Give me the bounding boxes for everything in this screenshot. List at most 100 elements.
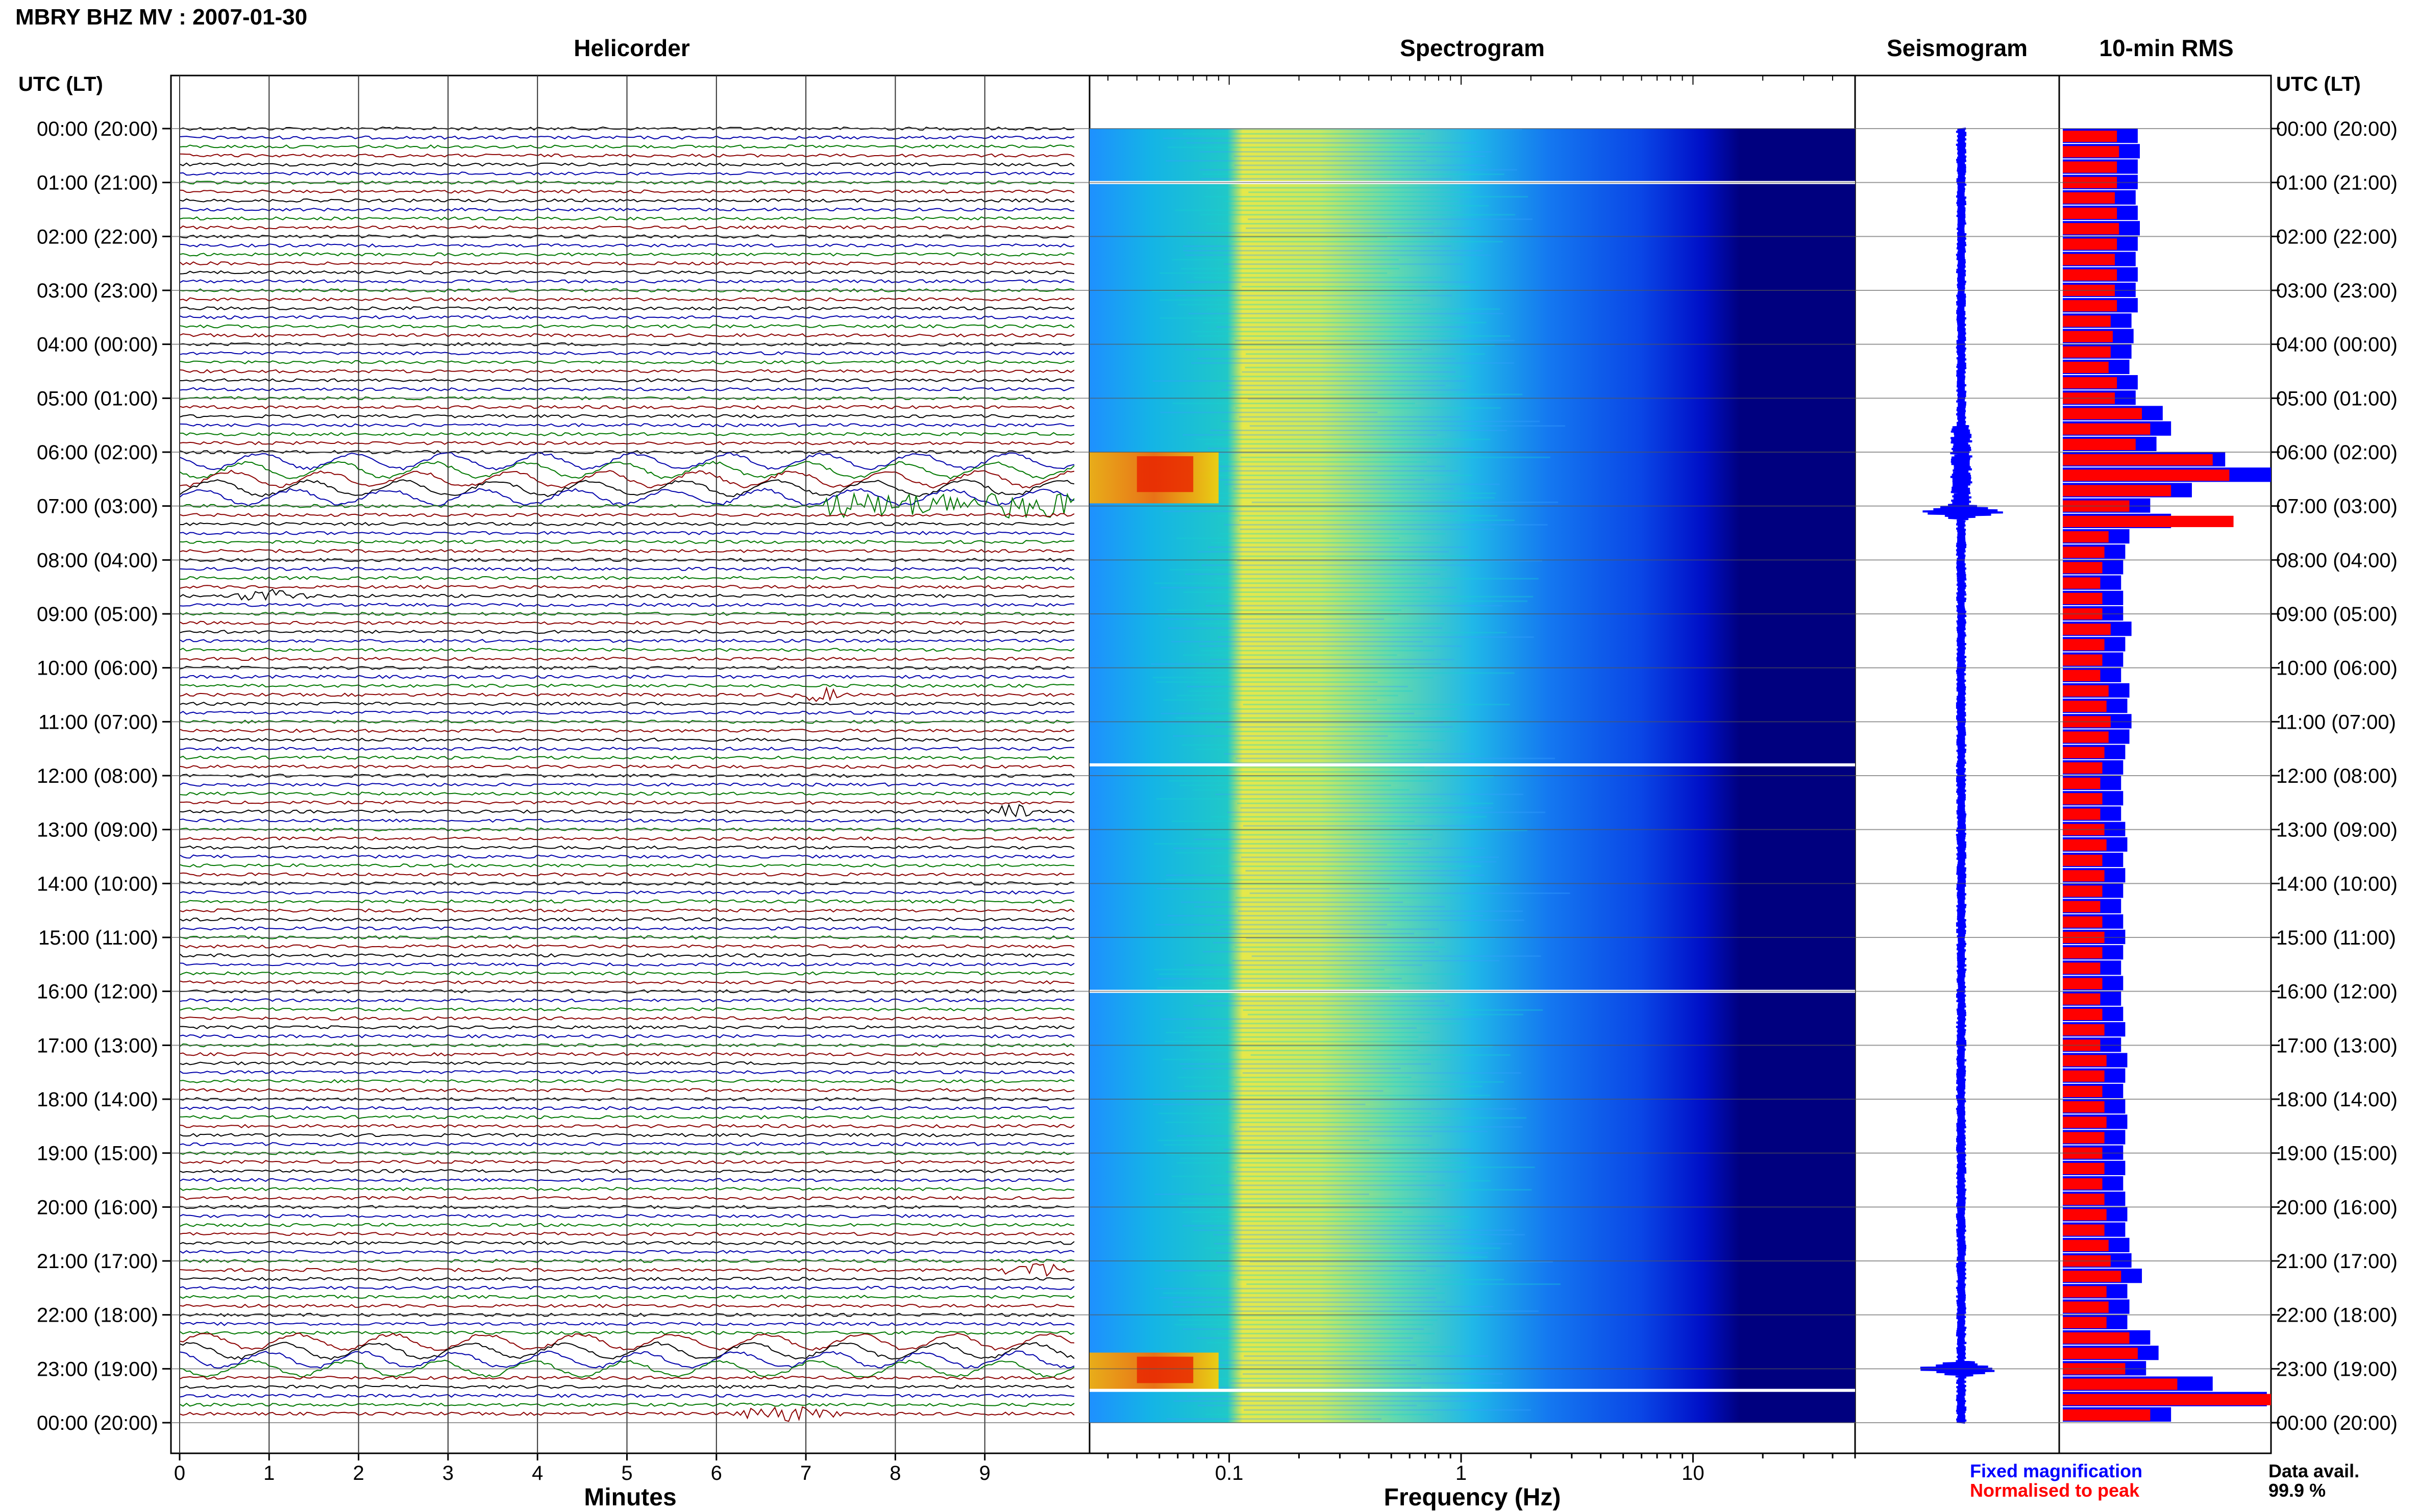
hour-label-right: 05:00 (01:00) <box>2276 387 2398 410</box>
spectrogram-texture <box>1203 996 1446 998</box>
spectrogram-texture <box>1240 807 1493 809</box>
spectrogram-texture <box>1222 1346 1456 1348</box>
spectrogram-texture <box>1215 794 1524 796</box>
spectrogram-texture <box>1171 821 1415 823</box>
spectrogram-texture <box>1165 1040 1451 1043</box>
spectrogram-texture <box>1235 946 1446 948</box>
spectrogram-texture <box>1196 1337 1413 1339</box>
hour-label-left: 14:00 (10:00) <box>37 873 158 895</box>
rms-bar-normalised <box>2063 300 2117 312</box>
spectrogram-texture <box>1180 901 1403 903</box>
spectrogram-texture <box>1248 191 1472 193</box>
spectrogram-x-tick-label: 1 <box>1455 1462 1467 1484</box>
rms-bar-normalised <box>2063 515 2234 527</box>
spectrogram-texture <box>1191 1220 1459 1222</box>
hour-label-right: 04:00 (00:00) <box>2276 334 2398 356</box>
spectrogram-data-gap <box>1090 1389 1855 1392</box>
rms-bar-normalised <box>2063 346 2111 358</box>
rms-bar-normalised <box>2063 131 2117 142</box>
spectrogram-texture <box>1203 834 1433 836</box>
rms-bar-normalised <box>2063 1024 2105 1036</box>
hour-label-left: 11:00 (07:00) <box>38 711 158 733</box>
spectrogram-texture <box>1244 1409 1531 1411</box>
helicorder-x-tick-label: 9 <box>979 1462 991 1484</box>
spectrogram-texture <box>1239 1126 1523 1128</box>
rms-bar-normalised <box>2063 1209 2107 1221</box>
spectrogram-texture <box>1220 533 1446 535</box>
spectrogram-texture <box>1248 398 1488 400</box>
spectrogram-texture <box>1190 1050 1418 1052</box>
spectrogram-texture <box>1241 286 1470 288</box>
spectrogram-texture <box>1188 313 1504 315</box>
spectrogram-texture <box>1200 214 1516 216</box>
spectrogram-texture <box>1227 205 1489 207</box>
spectrogram-texture <box>1177 304 1430 306</box>
spectrogram-texture <box>1181 1068 1401 1070</box>
hour-label-left: 18:00 (14:00) <box>37 1088 158 1111</box>
hour-label-right: 06:00 (02:00) <box>2276 441 2398 464</box>
spectrogram-texture <box>1161 475 1473 477</box>
spectrogram-texture <box>1226 384 1446 386</box>
spectrogram-texture <box>1206 776 1494 777</box>
hour-label-right: 01:00 (21:00) <box>2276 172 2398 194</box>
rms-bar-normalised <box>2063 701 2107 712</box>
spectrogram-texture <box>1237 802 1494 804</box>
spectrogram-texture <box>1167 609 1402 611</box>
spectrogram-texture <box>1152 677 1434 679</box>
spectrogram-texture <box>1187 1396 1476 1398</box>
hour-label-right: 03:00 (23:00) <box>2276 280 2398 302</box>
rms-bar-normalised <box>2063 1301 2109 1313</box>
rms-bar-normalised <box>2063 562 2103 574</box>
rms-bar-normalised <box>2063 1162 2105 1174</box>
helicorder-x-tick-label: 0 <box>174 1462 185 1484</box>
spectrogram-texture <box>1217 515 1498 517</box>
rms-bar-normalised <box>2063 1194 2105 1205</box>
rms-bar-normalised <box>2063 223 2119 235</box>
hour-label-right: 23:00 (19:00) <box>2276 1358 2398 1380</box>
spectrogram-texture <box>1192 789 1410 791</box>
spectrogram-texture <box>1250 1054 1511 1056</box>
spectrogram-x-tick-label: 0.1 <box>1215 1462 1244 1484</box>
rms-bar-normalised <box>2063 916 2103 928</box>
spectrogram-texture <box>1233 155 1486 157</box>
rms-bar-normalised <box>2063 454 2213 466</box>
rms-bar-normalised <box>2063 269 2117 281</box>
spectrogram-texture <box>1185 573 1441 575</box>
hour-label-right: 11:00 (07:00) <box>2276 711 2396 733</box>
spectrogram-texture <box>1249 892 1570 894</box>
spectrogram-texture <box>1194 838 1432 840</box>
spectrogram-texture <box>1160 766 1425 769</box>
spectrogram-texture <box>1214 1243 1512 1245</box>
spectrogram-texture <box>1178 1319 1438 1321</box>
spectrogram-texture <box>1236 897 1454 899</box>
spectrogram-texture <box>1224 483 1500 485</box>
hour-label-right: 18:00 (14:00) <box>2276 1088 2398 1111</box>
rms-bar-normalised <box>2063 1008 2103 1021</box>
spectrogram-texture <box>1180 267 1400 269</box>
spectrogram-texture <box>1233 488 1454 490</box>
station-title: MBRY BHZ MV : 2007-01-30 <box>15 5 307 30</box>
spectrogram-texture <box>1236 757 1555 759</box>
spectrogram-texture <box>1184 1085 1483 1087</box>
rms-bar-normalised <box>2063 238 2117 250</box>
spectrogram-texture <box>1224 524 1548 526</box>
rms-bar-normalised <box>2063 408 2142 419</box>
helicorder-title: Helicorder <box>574 35 690 61</box>
spectrogram-texture <box>1200 151 1492 153</box>
spectrogram-texture <box>1176 762 1474 764</box>
spectrogram-texture <box>1211 542 1440 544</box>
hour-label-right: 07:00 (03:00) <box>2276 495 2398 518</box>
spectrogram-texture <box>1201 1117 1526 1119</box>
rms-bar-normalised <box>2063 962 2101 974</box>
spectrogram-texture <box>1211 816 1487 818</box>
spectrogram-texture <box>1166 1031 1430 1033</box>
spectrogram-texture <box>1183 245 1451 247</box>
rms-bar-normalised <box>2063 654 2103 666</box>
spectrogram-texture <box>1177 1076 1412 1078</box>
spectrogram-texture <box>1185 254 1491 256</box>
rms-bar-normalised <box>2063 762 2103 774</box>
spectrogram-texture <box>1205 605 1503 607</box>
data-avail-label: Data avail. <box>2268 1460 2359 1481</box>
spectrogram-texture <box>1215 771 1459 773</box>
rms-bar-normalised <box>2063 1101 2105 1113</box>
